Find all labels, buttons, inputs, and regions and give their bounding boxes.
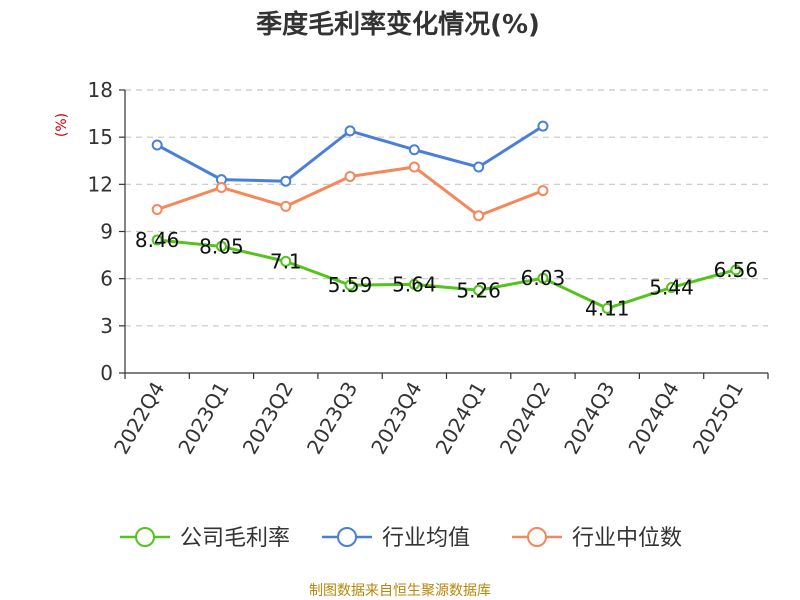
y-tick-label: 15 <box>88 125 113 149</box>
data-point <box>537 120 549 132</box>
x-tick-label: 2024Q3 <box>559 378 619 459</box>
x-tick-label: 2024Q2 <box>495 378 555 459</box>
series-line-0 <box>157 238 737 310</box>
series-lines <box>151 120 742 314</box>
data-label: 6.03 <box>521 266 566 290</box>
data-label: 5.59 <box>328 273 373 297</box>
data-point <box>537 185 549 197</box>
x-tick-label: 2023Q4 <box>366 378 426 459</box>
data-label: 5.26 <box>456 278 501 302</box>
data-point <box>215 181 227 193</box>
y-tick-label: 18 <box>88 78 113 102</box>
data-point <box>473 161 485 173</box>
data-label: 7.1 <box>270 249 302 273</box>
data-point <box>730 264 742 276</box>
data-point <box>344 170 356 182</box>
y-axis-label: (%) <box>54 113 70 137</box>
data-point <box>408 144 420 156</box>
data-point <box>537 272 549 284</box>
x-tick-label: 2025Q1 <box>688 378 748 459</box>
y-tick-label: 9 <box>100 220 113 244</box>
data-point <box>473 210 485 222</box>
data-point <box>473 284 485 296</box>
data-point <box>215 240 227 252</box>
data-label: 6.56 <box>714 258 759 282</box>
x-tick-label: 2023Q3 <box>302 378 362 459</box>
chart-title: 季度毛利率变化情况(%) <box>256 9 540 40</box>
data-point <box>344 279 356 291</box>
data-point <box>280 200 292 212</box>
data-point <box>151 203 163 215</box>
axes: 0 3 6 9 12 15 18 2022Q4 2023Q1 2023Q2 2023Q3 2023Q4… <box>88 78 769 459</box>
data-labels: 8.46 8.05 7.1 5.59 5.64 5.26 6.03 4.11 5.44 6.56 <box>135 228 758 320</box>
data-point <box>666 281 678 293</box>
legend-marker <box>337 527 357 547</box>
data-point <box>408 161 420 173</box>
data-point <box>601 302 613 314</box>
data-label: 5.44 <box>649 275 694 299</box>
legend-marker <box>135 527 155 547</box>
y-tick-label: 6 <box>100 267 113 291</box>
x-tick-label: 2024Q4 <box>623 378 683 459</box>
legend-label: 公司毛利率 <box>180 526 290 551</box>
data-point <box>408 278 420 290</box>
legend-label: 行业中位数 <box>572 526 682 551</box>
data-point <box>151 234 163 246</box>
data-point <box>280 175 292 187</box>
legend-label: 行业均值 <box>382 526 470 551</box>
legend: 公司毛利率 行业均值 行业中位数 <box>120 526 682 551</box>
x-tick-label: 2023Q2 <box>238 378 298 459</box>
data-point <box>280 255 292 267</box>
x-tick-label: 2023Q1 <box>173 378 233 459</box>
source-note: 制图数据来自恒生聚源数据库 <box>309 583 491 599</box>
data-label: 4.11 <box>585 296 630 320</box>
legend-marker <box>527 527 547 547</box>
y-tick-label: 0 <box>100 361 113 385</box>
grid-lines <box>125 89 768 327</box>
data-point <box>344 125 356 137</box>
x-tick-label: 2022Q4 <box>109 378 169 459</box>
data-label: 5.64 <box>392 272 437 296</box>
y-tick-label: 12 <box>88 172 113 196</box>
data-label: 8.05 <box>199 234 244 258</box>
data-point <box>151 139 163 151</box>
data-label: 8.46 <box>135 228 180 252</box>
x-tick-label: 2024Q1 <box>431 378 491 459</box>
y-tick-label: 3 <box>100 314 113 338</box>
